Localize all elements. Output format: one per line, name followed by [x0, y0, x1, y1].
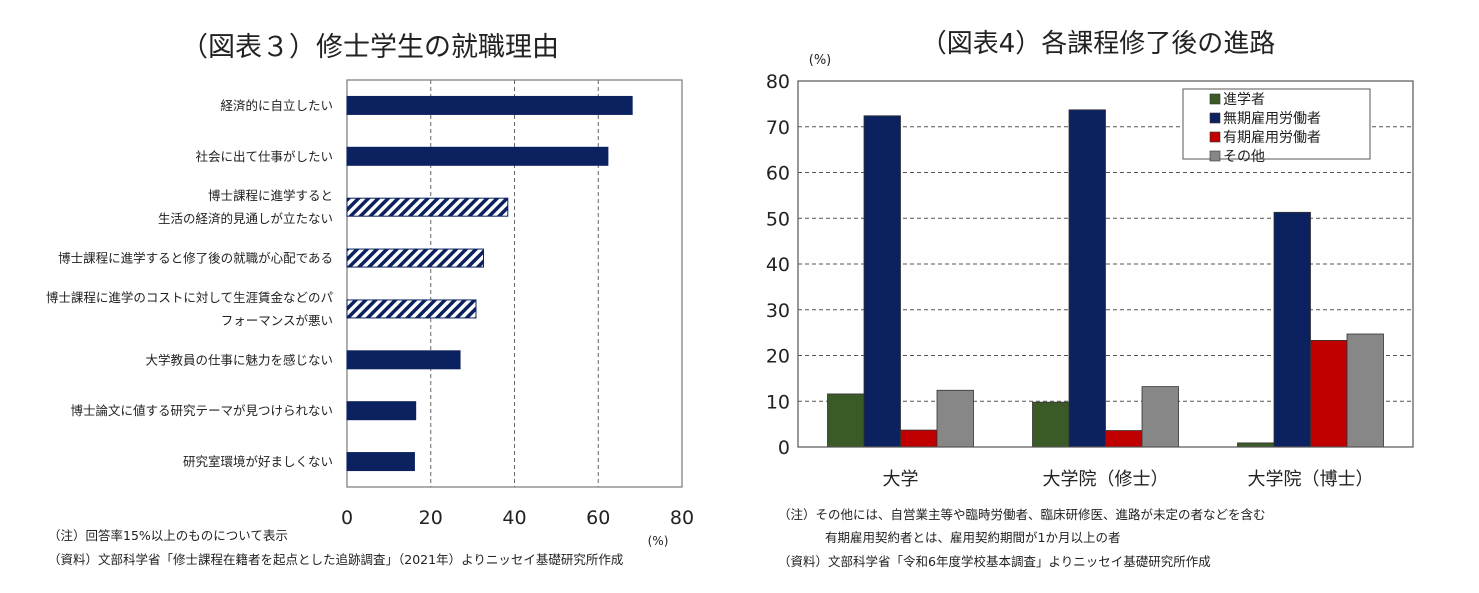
bar	[346, 350, 461, 370]
category-label: 博士課程に進学すると修了後の就職が心配である	[58, 251, 333, 266]
category-label: 大学教員の仕事に魅力を感じない	[145, 352, 333, 367]
category-label: 大学	[883, 469, 919, 490]
bar	[1273, 211, 1311, 448]
y-tick-label: 40	[766, 254, 790, 276]
bar	[1310, 340, 1348, 448]
x-tick-label: 0	[341, 507, 353, 529]
bar	[346, 146, 609, 166]
bar	[1237, 442, 1275, 448]
x-unit-label-left: (%)	[648, 534, 669, 548]
category-label: 大学院（博士）	[1248, 469, 1374, 490]
bar	[1141, 386, 1179, 448]
y-tick-label: 80	[766, 71, 790, 93]
plot-area-right	[797, 80, 1414, 448]
chart-title-left: （図表３）修士学生の就職理由	[181, 32, 559, 63]
bar	[346, 401, 417, 421]
legend-swatch	[1209, 93, 1221, 105]
legend-label: その他	[1223, 149, 1265, 165]
bar	[863, 115, 901, 448]
y-tick-label: 70	[766, 117, 790, 139]
category-label: 大学院（修士）	[1043, 469, 1169, 490]
plot-area-left	[346, 79, 683, 488]
y-tick-label: 30	[766, 300, 790, 322]
category-label: 生活の経済的見通しが立たない	[158, 211, 333, 226]
x-tick-label: 60	[586, 507, 610, 529]
note-left-2: （資料）文部科学省「修士課程在籍者を起点とした追跡調査」（2021年）よりニッセ…	[48, 552, 623, 567]
note-right-3: （資料）文部科学省「令和6年度学校基本調査」よりニッセイ基礎研究所作成	[778, 554, 1211, 569]
x-tick-label: 80	[670, 507, 694, 529]
bar	[936, 389, 974, 448]
x-tick-label: 20	[419, 507, 443, 529]
bar	[346, 248, 485, 268]
category-label: 経済的に自立したい	[220, 98, 333, 113]
bar	[827, 393, 865, 448]
bar	[1346, 333, 1384, 448]
y-tick-label: 0	[778, 437, 790, 459]
category-label: 社会に出て仕事がしたい	[195, 149, 333, 164]
bar	[346, 95, 633, 115]
bar	[1032, 401, 1070, 448]
legend-label: 無期雇用労働者	[1223, 110, 1321, 127]
chart-title-right: （図表4）各課程修了後の進路	[921, 29, 1276, 59]
y-tick-label: 60	[766, 163, 790, 185]
category-label: 博士論文に値する研究テーマが見つけられない	[70, 403, 333, 418]
y-tick-label: 10	[766, 391, 790, 413]
category-label: 博士課程に進学すると	[208, 188, 333, 203]
legend-swatch	[1209, 112, 1221, 124]
note-right-2: 有期雇用契約者とは、雇用契約期間が1か月以上の者	[825, 530, 1120, 545]
bar	[1105, 430, 1143, 448]
note-right-1: （注）その他には、自営業主等や臨時労働者、臨床研修医、進路が未定の者などを含む	[778, 507, 1266, 522]
legend-label: 進学者	[1223, 92, 1265, 108]
category-label: 博士課程に進学のコストに対して生涯賃金などのパ	[46, 290, 333, 305]
note-left-1: （注）回答率15%以上のものについて表示	[48, 528, 288, 543]
legend-box	[1182, 88, 1371, 160]
bar	[1068, 109, 1106, 448]
y-unit-label-right: (%)	[809, 53, 832, 68]
legend-label: 有期雇用労働者	[1223, 129, 1321, 146]
bar	[346, 299, 477, 319]
y-tick-label: 50	[766, 208, 790, 230]
category-label: 研究室環境が好ましくない	[183, 454, 333, 469]
y-tick-label: 20	[766, 346, 790, 368]
legend-swatch	[1209, 150, 1221, 162]
chart-left: （図表３）修士学生の就職理由 経済的に自立したい社会に出て仕事がしたい博士課程に…	[46, 32, 694, 567]
legend-swatch	[1209, 131, 1221, 143]
bar	[900, 429, 938, 448]
x-tick-label: 40	[502, 507, 526, 529]
bar	[346, 197, 509, 217]
category-label: フォーマンスが悪い	[221, 313, 333, 328]
bar	[346, 452, 415, 472]
chart-right: （図表4）各課程修了後の進路 (%) 0 10 20 30 40 50 60 70 80 大学 大…	[766, 29, 1414, 569]
